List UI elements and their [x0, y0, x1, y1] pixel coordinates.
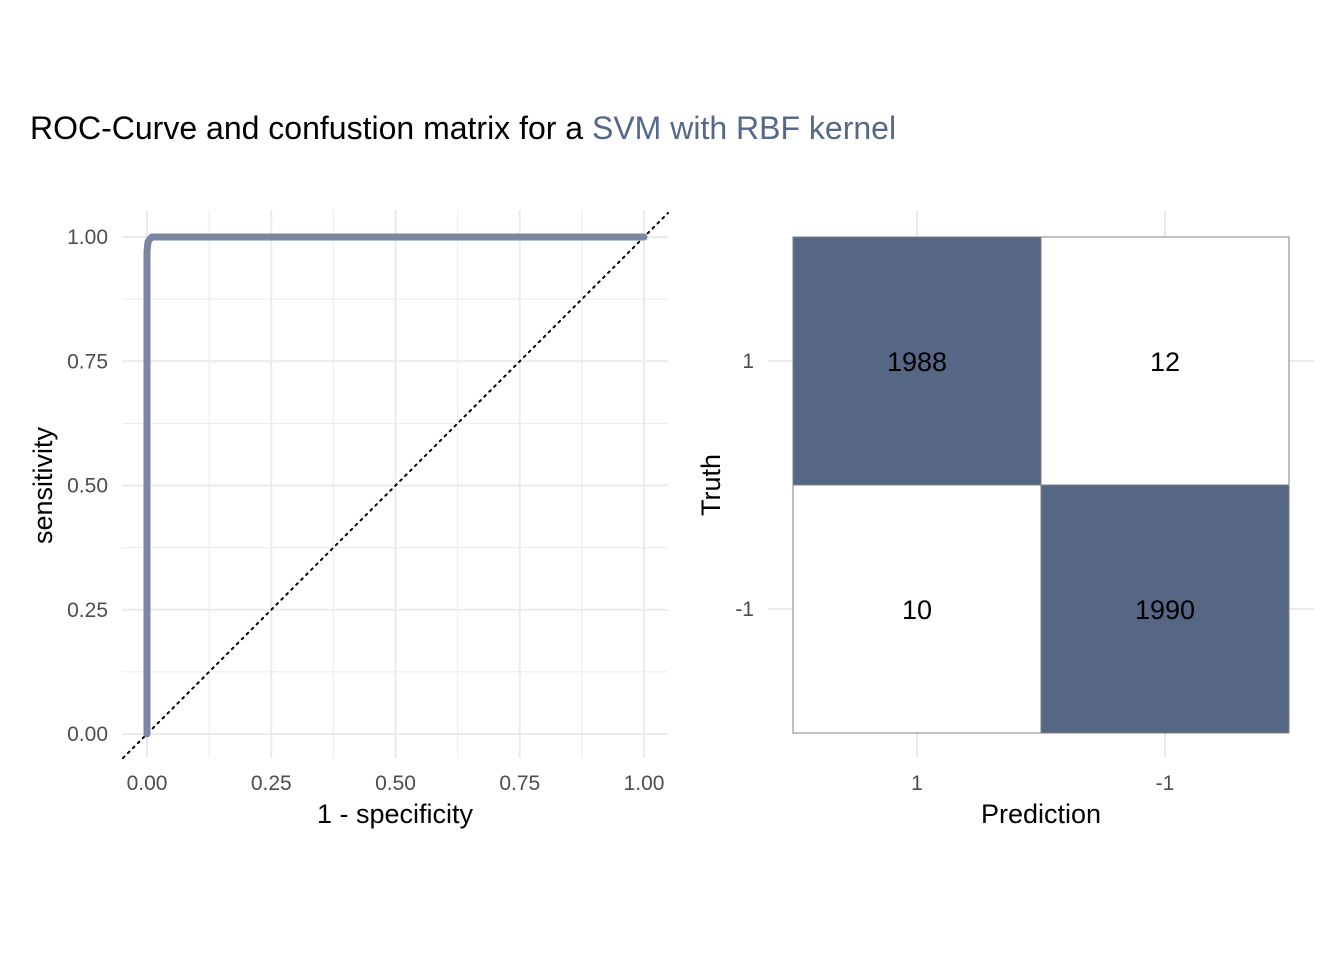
cm-cell-tile: [1040, 236, 1290, 486]
roc-y-tick-label: 0.75: [67, 350, 108, 373]
cm-cell-value: 1990: [1135, 595, 1195, 625]
roc-x-tick-label: 0.25: [251, 772, 292, 795]
roc-curve-line: [143, 233, 648, 738]
cm-y-tick-label: 1: [742, 350, 754, 373]
roc-y-tick-label: 0.25: [67, 599, 108, 622]
roc-x-tick-label: 0.00: [127, 772, 168, 795]
roc-y-axis-title: sensitivity: [28, 426, 58, 544]
cm-cell-tile: [1040, 484, 1290, 734]
cm-x-axis-title: Prediction: [981, 799, 1101, 829]
title-prefix: ROC-Curve and confustion matrix for a: [30, 110, 592, 146]
cm-y-axis-title: Truth: [696, 454, 726, 516]
roc-reference-diagonal: [122, 212, 669, 759]
chart-title: ROC-Curve and confustion matrix for a SV…: [30, 110, 896, 147]
cm-cell-tile: [792, 236, 1042, 486]
roc-y-tick-label: 1.00: [67, 226, 108, 249]
roc-x-tick-label: 1.00: [624, 772, 665, 795]
roc-y-tick-label: 0.00: [67, 723, 108, 746]
cm-x-tick-label: -1: [1156, 772, 1175, 795]
roc-x-axis-title: 1 - specificity: [317, 799, 474, 829]
cm-cell-tile: [792, 484, 1042, 734]
title-accent: SVM with RBF kernel: [591, 110, 897, 146]
cm-cell-value: 12: [1150, 347, 1180, 377]
cm-x-tick-label: 1: [911, 772, 923, 795]
cm-cell-value: 1988: [887, 347, 947, 377]
cm-cell-value: 10: [902, 595, 932, 625]
roc-panel: 0.00 0.25 0.50 0.75 1.00 0.00 0.25 0.50 0.75 1.00…: [28, 210, 669, 829]
roc-x-tick-label: 0.50: [375, 772, 416, 795]
confusion-matrix-panel: 1988 12 10 1990 1 -1 1 -1 Prediction Truth: [696, 210, 1314, 829]
roc-x-tick-label: 0.75: [499, 772, 540, 795]
cm-y-tick-label: -1: [735, 598, 754, 621]
roc-y-tick-label: 0.50: [67, 475, 108, 498]
